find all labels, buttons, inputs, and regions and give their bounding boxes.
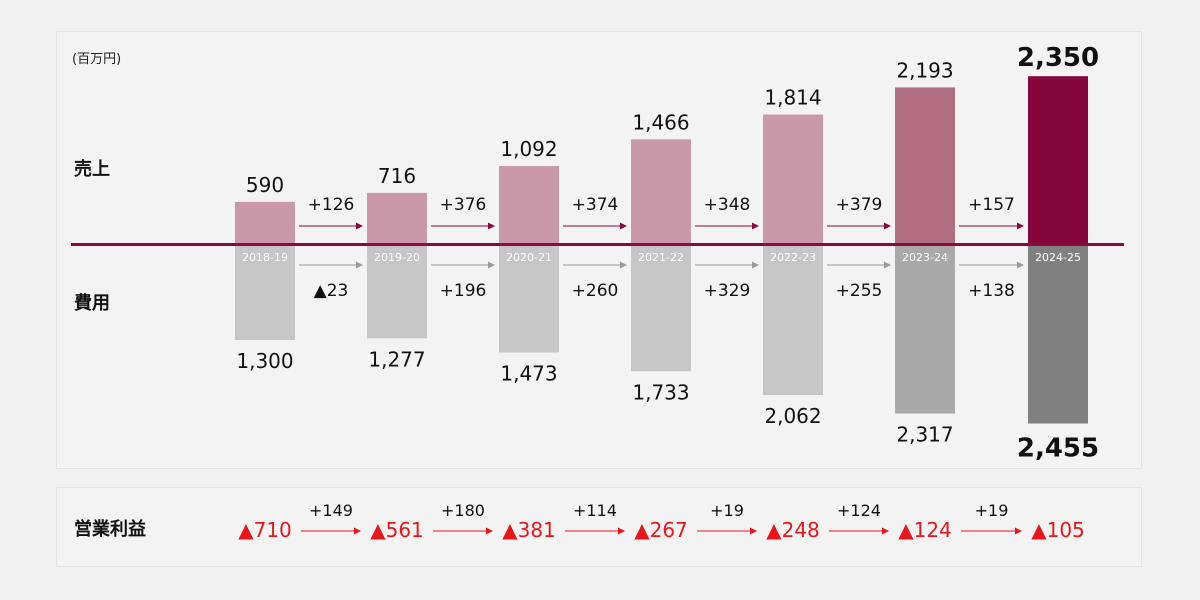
operating-profit-value: ▲561 xyxy=(370,518,424,542)
revenue-arrow-head xyxy=(752,222,759,230)
cost-bar xyxy=(367,246,427,339)
operating-profit-value: ▲381 xyxy=(502,518,556,542)
revenue-change-label: +376 xyxy=(440,195,487,215)
cost-value-label: 2,455 xyxy=(1017,433,1099,463)
cost-change-label: +196 xyxy=(440,281,487,301)
operating-profit-panel xyxy=(56,487,1142,567)
cost-arrow-head xyxy=(356,261,363,269)
revenue-value-label: 2,350 xyxy=(1017,43,1099,73)
cost-row-label: 費用 xyxy=(74,292,110,314)
unit-label: (百万円) xyxy=(72,52,121,67)
cost-arrow-head xyxy=(1017,261,1024,269)
operating-profit-arrow-head xyxy=(1015,527,1022,535)
revenue-change-label: +379 xyxy=(836,195,883,215)
operating-profit-arrow-head xyxy=(618,527,625,535)
operating-profit-change-label: +180 xyxy=(441,501,485,520)
revenue-value-label: 590 xyxy=(246,173,284,197)
revenue-value-label: 1,814 xyxy=(764,85,821,109)
cost-change-label: +260 xyxy=(572,281,619,301)
revenue-value-label: 2,193 xyxy=(896,58,953,82)
operating-profit-row-label: 営業利益 xyxy=(74,518,146,540)
cost-arrow-head xyxy=(752,261,759,269)
revenue-arrow-head xyxy=(488,222,495,230)
cost-value-label: 2,062 xyxy=(764,404,821,428)
cost-value-label: 1,733 xyxy=(632,380,689,404)
revenue-bar xyxy=(631,139,691,244)
revenue-bar xyxy=(367,192,427,244)
revenue-change-label: +348 xyxy=(704,195,751,215)
revenue-value-label: 1,466 xyxy=(632,110,689,134)
cost-bar xyxy=(763,246,823,396)
cost-bar xyxy=(895,246,955,414)
revenue-value-label: 716 xyxy=(378,164,416,188)
cost-value-label: 1,300 xyxy=(236,349,293,373)
operating-profit-arrow-head xyxy=(882,527,889,535)
operating-profit-change-label: +149 xyxy=(309,501,353,520)
category-label: 2018-19 xyxy=(242,251,288,264)
cost-bar xyxy=(499,246,559,353)
revenue-arrow-head xyxy=(884,222,891,230)
operating-profit-change-label: +19 xyxy=(975,501,1009,520)
revenue-bar xyxy=(763,114,823,244)
category-label: 2022-23 xyxy=(770,251,816,264)
cost-bar xyxy=(631,246,691,372)
revenue-value-label: 1,092 xyxy=(500,137,557,161)
operating-profit-arrow-head xyxy=(354,527,361,535)
category-label: 2019-20 xyxy=(374,251,420,264)
operating-profit-value: ▲105 xyxy=(1031,518,1085,542)
revenue-row-label: 売上 xyxy=(74,158,110,180)
cost-arrow-head xyxy=(884,261,891,269)
category-label: 2021-22 xyxy=(638,251,684,264)
cost-value-label: 1,277 xyxy=(368,347,425,371)
operating-profit-change-label: +124 xyxy=(837,501,881,520)
operating-profit-value: ▲248 xyxy=(766,518,820,542)
revenue-change-label: +157 xyxy=(968,195,1015,215)
category-label: 2023-24 xyxy=(902,251,948,264)
cost-change-label: ▲23 xyxy=(314,281,349,301)
category-label: 2020-21 xyxy=(506,251,552,264)
cost-change-label: +329 xyxy=(704,281,751,301)
revenue-bar xyxy=(235,201,295,244)
operating-profit-arrow-head xyxy=(486,527,493,535)
operating-profit-value: ▲124 xyxy=(898,518,952,542)
revenue-arrow-head xyxy=(1017,222,1024,230)
cost-value-label: 1,473 xyxy=(500,361,557,385)
operating-profit-arrow-head xyxy=(750,527,757,535)
operating-profit-change-label: +19 xyxy=(710,501,744,520)
revenue-arrow-head xyxy=(356,222,363,230)
operating-profit-change-label: +114 xyxy=(573,501,617,520)
operating-profit-value: ▲267 xyxy=(634,518,688,542)
cost-bar xyxy=(235,246,295,340)
revenue-change-label: +126 xyxy=(308,195,355,215)
cost-arrow-head xyxy=(620,261,627,269)
cost-bar xyxy=(1028,246,1088,424)
revenue-bar xyxy=(1028,76,1088,245)
cost-value-label: 2,317 xyxy=(896,423,953,447)
revenue-change-label: +374 xyxy=(572,195,619,215)
cost-change-label: +255 xyxy=(836,281,883,301)
revenue-arrow-head xyxy=(620,222,627,230)
cost-change-label: +138 xyxy=(968,281,1015,301)
operating-profit-value: ▲710 xyxy=(238,518,292,542)
category-label: 2024-25 xyxy=(1035,251,1081,264)
revenue-bar xyxy=(895,87,955,244)
revenue-bar xyxy=(499,166,559,244)
cost-arrow-head xyxy=(488,261,495,269)
